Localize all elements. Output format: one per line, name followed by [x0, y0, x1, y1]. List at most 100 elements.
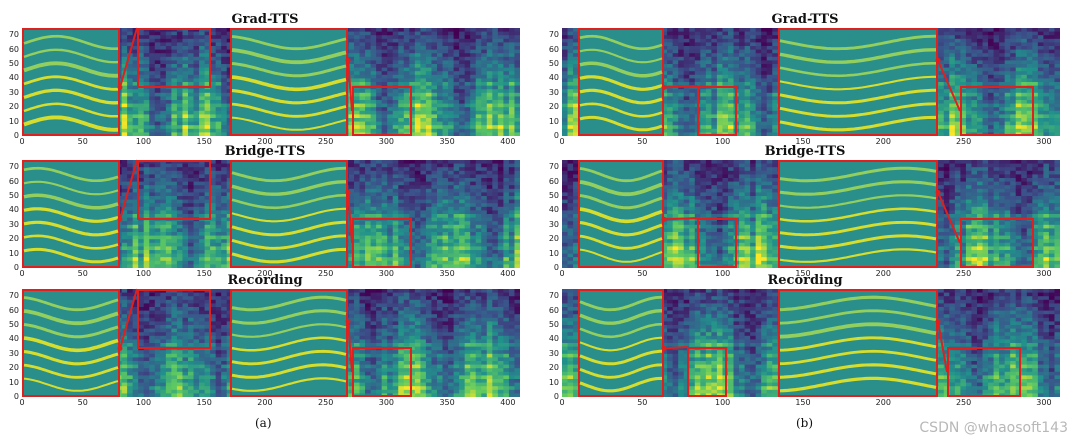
panel-a-row-1-ytick: 40: [8, 205, 19, 215]
panel-a-row-0-xtick: 50: [77, 137, 88, 146]
panel-a-row-2-title: Recording: [227, 273, 303, 288]
panel-b-row-2-ytick: 0: [553, 392, 559, 401]
panel-a-row-2-xtick: 300: [378, 398, 395, 407]
panel-a-row-2-ytick: 70: [8, 291, 19, 301]
panel-b-row-0-xtick: 250: [955, 137, 972, 146]
panel-b-row-1-ytick: 70: [548, 162, 559, 172]
panel-a-row-2-ytick: 20: [8, 363, 19, 373]
panel-b-row-1-ytick: 0: [553, 263, 559, 272]
panel-b-row-2-ytick: 40: [548, 334, 559, 344]
panel-a-row-1-ytick: 20: [8, 234, 19, 244]
panel-a-row-0-xtick: 0: [19, 137, 25, 146]
panel-b-row-1-xtick: 300: [1036, 269, 1052, 278]
panel-b-row-1-xtick: 50: [637, 269, 648, 278]
panel-a-row-0-ytick: 70: [8, 30, 19, 40]
panel-b-row-2-xtick: 0: [559, 398, 565, 407]
panel-a-row-1-xtick: 300: [378, 269, 395, 278]
panel-b-row-2-ytick: 50: [548, 320, 559, 329]
panel-a-row-0-ytick: 40: [8, 73, 19, 83]
panel-b-row-0-title: Grad-TTS: [771, 12, 839, 27]
panel-a-row-1-zoom-source-1: [352, 218, 412, 268]
panel-a-row-2-xtick: 100: [135, 398, 152, 407]
panel-a-row-0-zoom-inset-1: [230, 28, 348, 136]
panel-a-row-1-xtick: 100: [135, 269, 152, 278]
panel-b-row-1-ytick: 10: [548, 248, 559, 258]
panel-a-row-2-zoom-source-0: [137, 289, 211, 349]
panel-b-row-0-ytick: 20: [548, 102, 559, 112]
panel-b-row-2-zoom-inset-0: [578, 289, 664, 397]
panel-b-row-1-ytick: 40: [548, 205, 559, 215]
panel-a-row-1-ytick: 50: [8, 191, 19, 200]
panel-b-row-2-xtick: 150: [795, 398, 811, 407]
caption-a: (a): [255, 416, 272, 430]
panel-a-row-1-ytick: 30: [8, 219, 19, 229]
panel-b-row-1-zoom-source-0: [697, 218, 737, 268]
panel-b-row-0-ytick: 50: [548, 59, 559, 68]
panel-a-row-1-zoom-inset-1: [230, 160, 348, 268]
panel-b-row-1-ytick: 50: [548, 191, 559, 200]
panel-a-row-0-ytick: 10: [8, 116, 19, 126]
panel-a-row-0-xtick: 150: [196, 137, 212, 146]
panel-a-row-1-zoom-source-0: [137, 160, 211, 220]
panel-a-row-0-zoom-inset-0: [22, 28, 120, 136]
panel-a-row-2-ytick: 10: [8, 377, 19, 387]
panel-a-row-0-ytick: 20: [8, 102, 19, 112]
panel-a-row-0-xtick: 350: [439, 137, 455, 146]
panel-b-row-0-zoom-inset-0: [578, 28, 664, 136]
panel-a-row-0-xtick: 250: [318, 137, 334, 146]
panel-a-row-0-zoom-source-0: [137, 28, 211, 88]
panel-b-row-0-ytick: 10: [548, 116, 559, 126]
panel-b-row-2-ytick: 30: [548, 348, 559, 358]
panel-a-row-1-ytick: 60: [8, 176, 19, 186]
panel-b-row-0-xtick: 200: [875, 137, 891, 146]
panel-b-row-0-zoom-source-0: [697, 86, 737, 136]
panel-a-row-1-xtick: 350: [439, 269, 455, 278]
panel-b-row-2-ytick: 10: [548, 377, 559, 387]
panel-a-row-0-xtick: 100: [135, 137, 152, 146]
panel-a-row-2-xtick: 350: [439, 398, 455, 407]
panel-a-row-2-xtick: 150: [196, 398, 212, 407]
panel-b-row-0-ytick: 60: [548, 44, 559, 54]
panel-b-row-0-zoom-source-1: [960, 86, 1034, 136]
panel-a-row-1-xtick: 0: [19, 269, 25, 278]
panel-a-row-0-ytick: 0: [13, 131, 19, 140]
panel-b-row-1-xtick: 0: [559, 269, 565, 278]
panel-a-row-2-ytick: 30: [8, 348, 19, 358]
panel-b-row-2-ytick: 60: [548, 305, 559, 315]
panel-b-row-1-xtick: 200: [875, 269, 891, 278]
caption-b: (b): [796, 416, 814, 430]
panel-b-row-2-zoom-source-0: [687, 347, 727, 397]
panel-a-row-1-xtick: 200: [257, 269, 273, 278]
panel-a-row-0-ytick: 50: [8, 59, 19, 68]
panel-a-row-0-xtick: 200: [257, 137, 273, 146]
panel-b-row-0-xtick: 100: [715, 137, 731, 146]
panel-b-row-1-xtick: 100: [715, 269, 731, 278]
panel-a-row-2-ytick: 60: [8, 305, 19, 315]
panel-a-row-0-title: Grad-TTS: [231, 12, 299, 27]
panel-b-row-1-zoom-inset-0: [578, 160, 664, 268]
panel-b-row-2-zoom-inset-1: [778, 289, 938, 397]
panel-a-row-2-ytick: 50: [8, 320, 19, 329]
panel-b-row-1-ytick: 30: [548, 219, 559, 229]
panel-b-row-2-xtick: 200: [875, 398, 891, 407]
panel-a-row-2-zoom-inset-0: [22, 289, 120, 397]
panel-b-row-2-xtick: 50: [637, 398, 648, 407]
panel-b-row-0-ytick: 0: [553, 131, 559, 140]
panel-b-row-0-zoom-inset-1: [778, 28, 938, 136]
panel-a-row-1-ytick: 0: [13, 263, 19, 272]
panel-b-row-1-zoom-inset-1: [778, 160, 938, 268]
panel-a-row-2-ytick: 40: [8, 334, 19, 344]
panel-b-row-1-xtick: 150: [795, 269, 811, 278]
panel-b-row-0-ytick: 40: [548, 73, 559, 83]
panel-b-row-2-xtick: 250: [955, 398, 972, 407]
panel-a-row-0-xtick: 400: [500, 137, 516, 146]
panel-a-row-1-xtick: 150: [196, 269, 212, 278]
panel-a-row-1-xtick: 50: [77, 269, 88, 278]
panel-a-row-2-xtick: 200: [257, 398, 273, 407]
watermark: CSDN @whaosoft143: [919, 420, 1068, 436]
panel-b-row-0-ytick: 30: [548, 87, 559, 97]
panel-b-row-0-ytick: 70: [548, 30, 559, 40]
panel-b-row-0-xtick: 150: [795, 137, 811, 146]
panel-a-row-1-xtick: 250: [318, 269, 334, 278]
panel-b-row-1-zoom-source-1: [960, 218, 1034, 268]
